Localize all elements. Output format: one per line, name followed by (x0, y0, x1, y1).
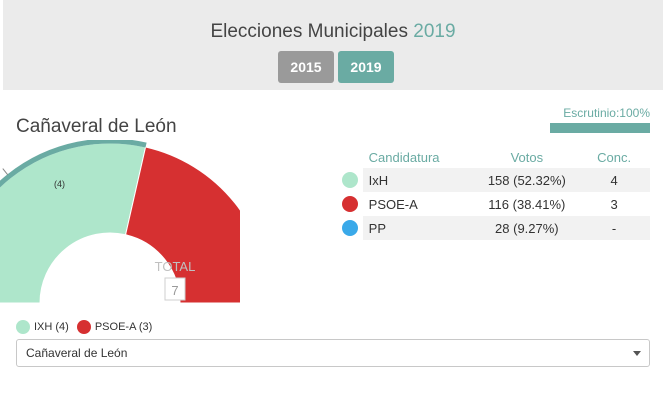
party-color-dot (342, 172, 358, 189)
party-seats: 3 (610, 196, 618, 212)
table-row[interactable]: IxH 158 (52.32%) 4 (336, 168, 650, 192)
title-text: Elecciones Municipales (210, 21, 408, 42)
year-2019-button[interactable]: 2019 (338, 51, 394, 83)
legend-dot (76, 320, 91, 334)
table-row[interactable]: PP 28 (9.27%) - (336, 216, 650, 240)
scrutiny-progress-bar (550, 123, 650, 133)
chart-highlight-tick (2, 168, 9, 176)
party-color-dot (342, 220, 358, 237)
results-table: Candidatura Votos Conc. IxH 158 (52.32%)… (336, 146, 650, 240)
scrutiny-label: Escrutinio:100% (563, 106, 650, 120)
header-votos: Votos (510, 149, 544, 165)
header-color (336, 146, 363, 168)
seats-semi-donut-chart: (4) TOTAL 7 (0, 140, 240, 304)
chart-center-box (164, 277, 186, 301)
chart-segment-psoe-a[interactable] (124, 146, 240, 304)
legend-item-ixh[interactable]: IXH (4) (16, 320, 69, 334)
chart-center-value: 7 (171, 283, 178, 298)
party-name: PSOE-A (368, 196, 418, 212)
header: Elecciones Municipales 2019 2015 2019 (3, 0, 663, 90)
party-votes: 116 (38.41%) (488, 196, 566, 212)
title-year: 2019 (413, 21, 456, 42)
header-conc: Conc. (597, 149, 632, 165)
chart-highlight-label: (4) (54, 179, 65, 189)
municipality-title: Cañaveral de León (16, 116, 177, 137)
party-votes: 158 (52.32%) (475, 168, 579, 192)
chart-legend: IXH (4) PSOE-A (3) (16, 320, 152, 334)
party-color-dot (342, 196, 358, 213)
party-votes: 28 (9.27%) (475, 216, 579, 240)
party-seats: - (578, 216, 650, 240)
table-header-row: Candidatura Votos Conc. (336, 146, 650, 168)
party-seats: 4 (578, 168, 650, 192)
legend-dot (16, 320, 30, 334)
table-row[interactable]: PSOE-A 116 (38.41%) 3 (336, 192, 650, 216)
chart-center-label: TOTAL (155, 259, 196, 274)
legend-item-psoe-a[interactable]: PSOE-A (3) (76, 320, 153, 334)
scrutiny-progress-fill (550, 123, 650, 133)
municipality-select[interactable]: Cañaveral de León (16, 339, 650, 367)
header-candidatura: Candidatura (368, 149, 440, 165)
page-title: Elecciones Municipales 2019 (3, 21, 663, 43)
party-name: IxH (362, 168, 476, 192)
party-name: PP (362, 216, 476, 240)
legend-label: PSOE-A (3) (94, 321, 153, 333)
legend-label: IXH (4) (34, 321, 69, 333)
select-value: Cañaveral de León (26, 346, 128, 360)
chart-highlight-arc (0, 140, 147, 188)
chevron-down-icon (633, 351, 641, 356)
year-2015-button[interactable]: 2015 (278, 51, 334, 83)
